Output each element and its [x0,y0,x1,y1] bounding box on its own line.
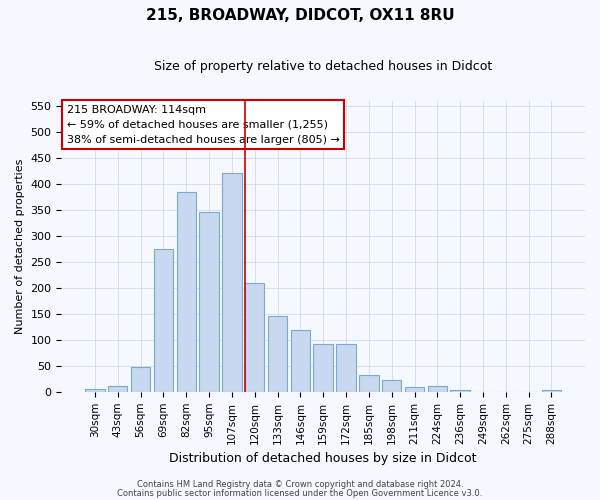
Text: 215, BROADWAY, DIDCOT, OX11 8RU: 215, BROADWAY, DIDCOT, OX11 8RU [146,8,454,22]
Bar [290,330,310,392]
Bar [154,249,173,392]
Bar [176,192,196,392]
X-axis label: Distribution of detached houses by size in Didcot: Distribution of detached houses by size … [169,452,477,465]
Bar [451,390,470,392]
Bar [268,316,287,392]
Bar [245,282,265,392]
Bar [428,386,447,392]
Bar [542,390,561,392]
Bar [199,212,219,392]
Bar [313,344,333,392]
Bar [85,389,104,392]
Bar [359,375,379,392]
Bar [108,386,127,392]
Text: 215 BROADWAY: 114sqm
← 59% of detached houses are smaller (1,255)
38% of semi-de: 215 BROADWAY: 114sqm ← 59% of detached h… [67,105,340,144]
Y-axis label: Number of detached properties: Number of detached properties [15,158,25,334]
Text: Contains HM Land Registry data © Crown copyright and database right 2024.: Contains HM Land Registry data © Crown c… [137,480,463,489]
Bar [131,367,150,392]
Bar [382,380,401,392]
Bar [405,386,424,392]
Text: Contains public sector information licensed under the Open Government Licence v3: Contains public sector information licen… [118,488,482,498]
Bar [222,174,242,392]
Title: Size of property relative to detached houses in Didcot: Size of property relative to detached ho… [154,60,493,73]
Bar [337,344,356,392]
